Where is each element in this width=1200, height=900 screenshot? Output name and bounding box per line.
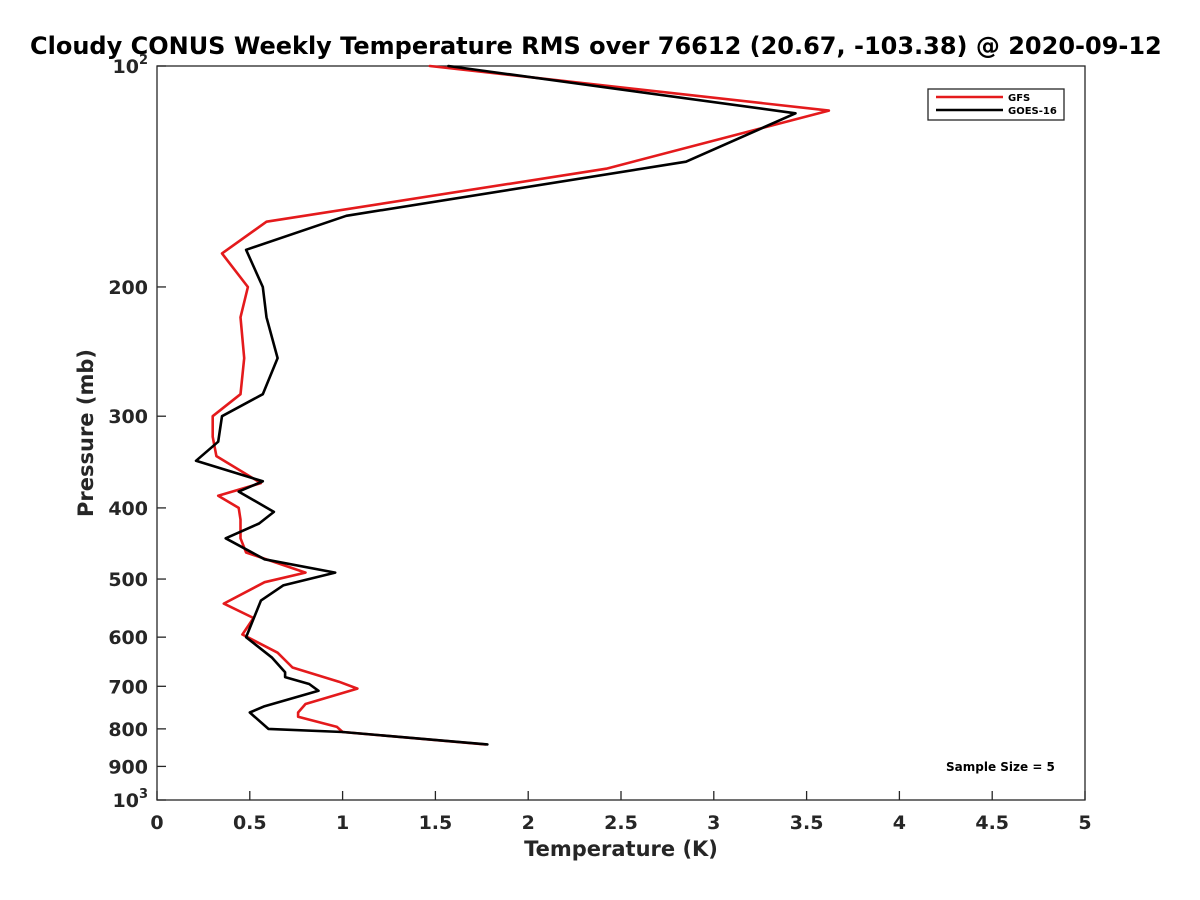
legend-label-gfs: GFS bbox=[1008, 93, 1030, 104]
y-tick-label: 200 bbox=[108, 277, 148, 299]
legend-label-goes16: GOES-16 bbox=[1008, 106, 1057, 117]
x-tick-label: 0 bbox=[150, 812, 163, 834]
y-axis: 102 200 300 400 500 600 700 800 900 103 bbox=[108, 53, 166, 812]
x-axis: 0 0.5 1 1.5 2 2.5 3 3.5 4 4.5 5 bbox=[150, 791, 1092, 834]
chart-title: Cloudy CONUS Weekly Temperature RMS over… bbox=[30, 32, 1162, 60]
x-tick-label: 5 bbox=[1078, 812, 1091, 834]
y-tick-label: 103 bbox=[113, 787, 149, 812]
y-tick-label: 700 bbox=[108, 676, 148, 698]
x-tick-label: 1.5 bbox=[419, 812, 453, 834]
legend-box bbox=[927, 88, 1065, 121]
sample-size-annotation: Sample Size = 5 bbox=[946, 760, 1055, 774]
x-tick-label: 2.5 bbox=[604, 812, 638, 834]
y-tick-label: 400 bbox=[108, 498, 148, 520]
y-tick-label: 800 bbox=[108, 719, 148, 741]
y-tick-exponent: 2 bbox=[139, 53, 148, 68]
plot-frame bbox=[156, 65, 1086, 801]
series-line-goes16 bbox=[194, 64, 797, 746]
x-tick-label: 3 bbox=[707, 812, 720, 834]
legend: GFS GOES-16 bbox=[927, 88, 1065, 121]
x-tick-label: 1 bbox=[336, 812, 349, 834]
y-tick-label: 102 bbox=[113, 53, 149, 78]
y-tick-exponent: 3 bbox=[139, 787, 148, 802]
y-tick-label: 500 bbox=[108, 569, 148, 591]
x-axis-label: Temperature (K) bbox=[524, 837, 718, 861]
x-tick-label: 3.5 bbox=[790, 812, 824, 834]
series-line-gfs bbox=[211, 64, 831, 746]
y-tick-label: 600 bbox=[108, 627, 148, 649]
x-tick-label: 2 bbox=[522, 812, 535, 834]
y-tick-label: 300 bbox=[108, 406, 148, 428]
x-tick-label: 4 bbox=[893, 812, 906, 834]
y-tick-label: 900 bbox=[108, 756, 148, 778]
x-tick-label: 4.5 bbox=[975, 812, 1009, 834]
y-axis-label: Pressure (mb) bbox=[74, 349, 98, 517]
series-layer bbox=[194, 64, 831, 746]
x-tick-label: 0.5 bbox=[233, 812, 267, 834]
